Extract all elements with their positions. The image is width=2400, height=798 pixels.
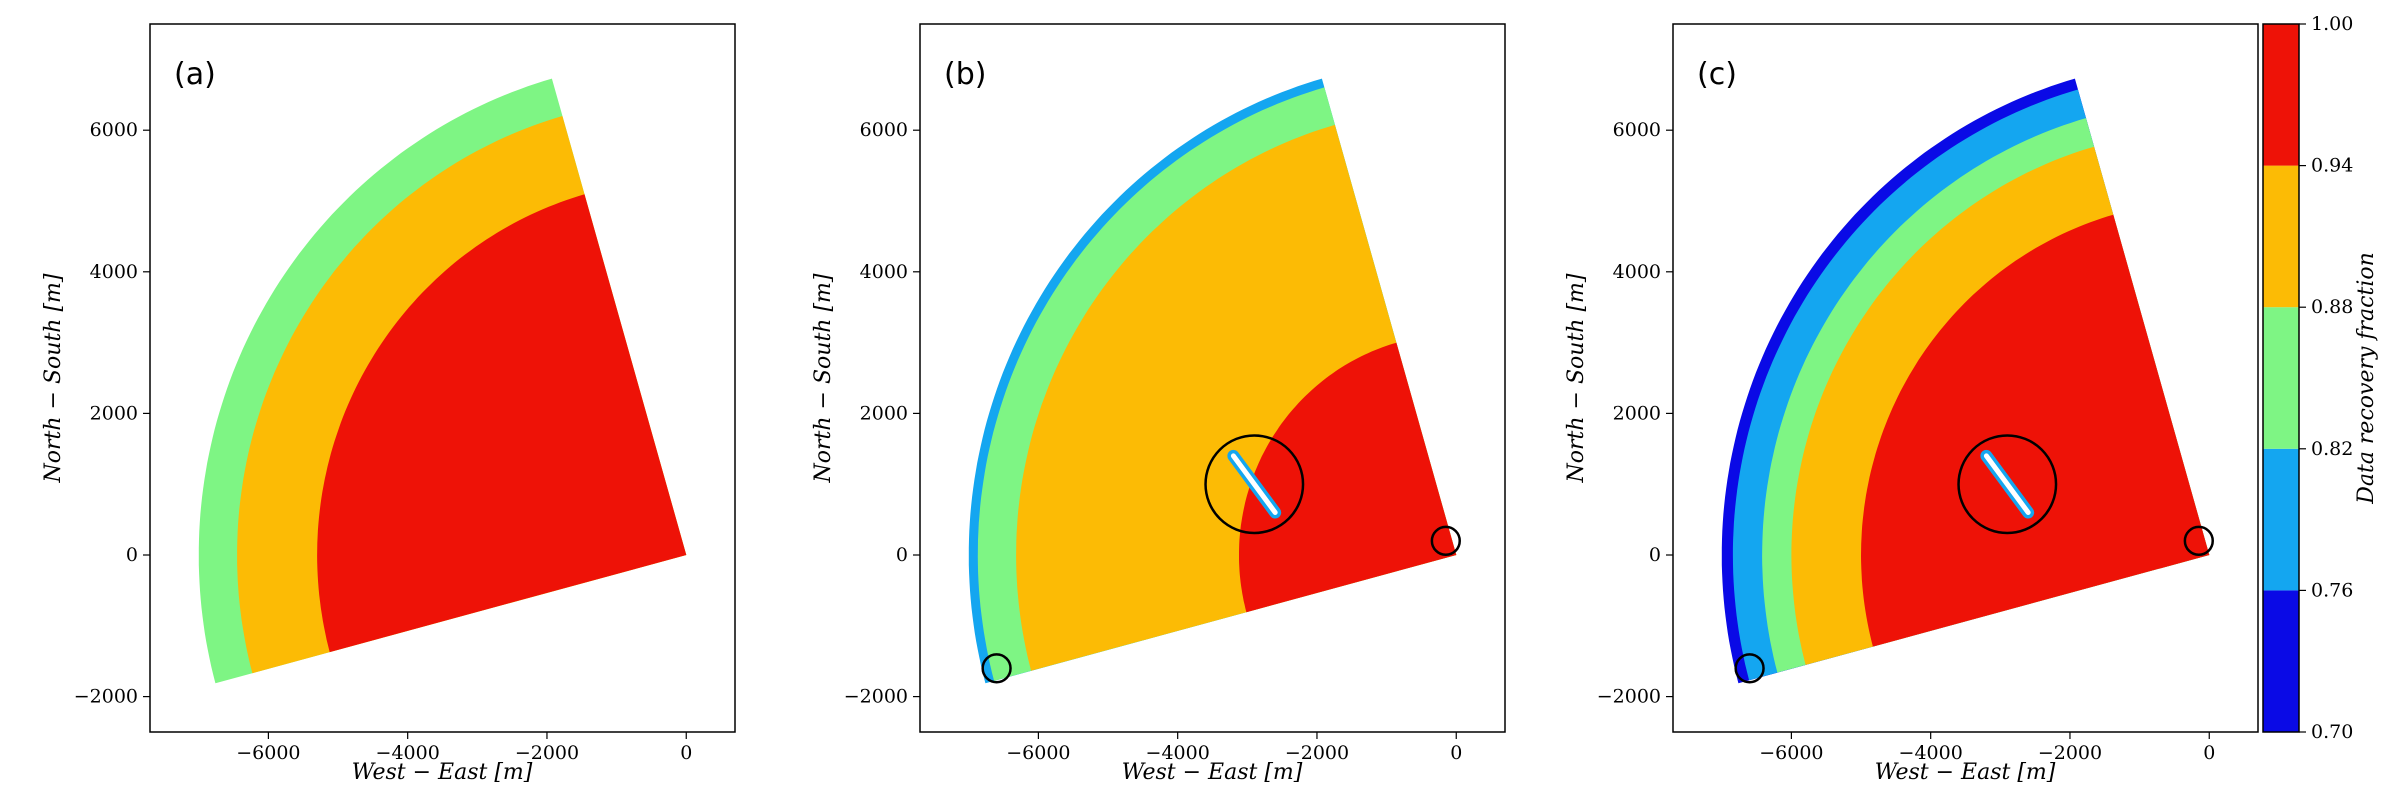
panel-c-y-axis-label: North − South [m] [1564,273,1589,483]
panel-b-marker-circle-1 [1430,525,1461,557]
panel-b-wake-streak-core [1230,453,1278,516]
colorbar-block-0.88-0.94 [2263,165,2299,308]
colorbar-label: Data recovery fraction [2354,252,2379,505]
panel-b-x-tick-label: 0 [1450,742,1462,764]
panel-b-y-tick-label: 2000 [860,402,908,424]
panel-b-marker-circle-2 [981,653,1012,684]
panel-b-y-ticks: −2000 0 2000 4000 6000 [844,119,920,708]
panel-a-frame [149,23,736,733]
panel-a-x-tick-label: −2000 [515,742,579,764]
panel-c-x-tick-label: −4000 [1899,742,1963,764]
colorbar-block-0.76-0.82 [2263,448,2299,591]
panel-a-y-tick-label: 6000 [90,119,138,141]
panel-b-plot-area [968,78,1461,684]
panel-c-band-0.94-1.00 [1861,214,2210,647]
panel-b-x-tick-label: −4000 [1146,742,1210,764]
panel-c-marker-circle-2 [1734,653,1765,684]
panel-b-label: (b) [944,57,986,92]
colorbar-tick-label: 1.00 [2311,13,2353,35]
panel-c-marker-circle-0 [1957,434,2058,535]
panel-b-x-tick-label: −6000 [1006,742,1070,764]
colorbar-block-0.82-0.88 [2263,307,2299,449]
panel-c-wake-streak-core [1983,453,2031,516]
panel-b-marker-circle-0 [1204,434,1305,535]
panel-b-y-tick-label: 0 [896,544,908,566]
panel-c-x-axis-label: West − East [m] [1875,760,2056,785]
panel-b-y-tick-label: 4000 [860,261,908,283]
colorbar-block-0.70-0.76 [2263,590,2299,732]
panel-c-marker-circle-1 [2183,525,2214,557]
panel-a-x-tick-label: 0 [680,742,692,764]
panel-b-y-axis-label: North − South [m] [811,273,836,483]
panel-c-plot-area [1721,78,2214,684]
panel-a-y-tick-label: 0 [126,544,138,566]
colorbar-tick-label: 0.70 [2311,721,2353,743]
panel-c-x-ticks: −6000 −4000 −2000 0 [1759,732,2215,764]
colorbar-ticks: 0.70 0.76 0.82 0.88 0.94 1.00 [2299,13,2353,743]
colorbar-blocks [2263,24,2299,732]
panel-a-y-tick-label: −2000 [74,686,138,708]
colorbar-tick-label: 0.88 [2311,296,2353,318]
panel-a-x-ticks: −6000 −4000 −2000 0 [236,732,692,764]
colorbar-frame [2262,23,2300,733]
panel-a-band-0.94-1.00 [317,194,687,653]
panel-b-x-ticks: −6000 −4000 −2000 0 [1006,732,1462,764]
panel-a-x-axis-label: West − East [m] [352,760,533,785]
panel-a-y-tick-label: 4000 [90,261,138,283]
colorbar: 0.70 0.76 0.82 0.88 0.94 1.00 Data recovery f… [2262,13,2379,743]
panel-a-label: (a) [174,57,216,92]
panel-a-y-axis-label: North − South [m] [41,273,66,483]
colorbar-tick-label: 0.82 [2311,438,2353,460]
panel-c-x-tick-label: 0 [2203,742,2215,764]
panel-c-y-tick-label: 4000 [1613,261,1661,283]
panel-b-y-tick-label: 6000 [860,119,908,141]
panel-a-plot-area [198,78,687,684]
panel-c-label: (c) [1697,57,1737,92]
panel-c-y-tick-label: −2000 [1597,686,1661,708]
panel-c-y-tick-label: 2000 [1613,402,1661,424]
panel-a-y-tick-label: 2000 [90,402,138,424]
colorbar-tick-label: 0.76 [2311,579,2353,601]
panel-c-y-tick-label: 0 [1649,544,1661,566]
panel-b-band-0.94-1.00 [1239,342,1457,613]
panel-a-x-tick-label: −6000 [236,742,300,764]
panel-b-frame [919,23,1506,733]
panel-c-x-tick-label: −6000 [1759,742,1823,764]
panel-b-x-axis-label: West − East [m] [1122,760,1303,785]
panel-c-y-ticks: −2000 0 2000 4000 6000 [1597,119,1673,708]
panel-a-x-tick-label: −4000 [376,742,440,764]
panel-c-frame [1672,23,2259,733]
panel-a-y-ticks: −2000 0 2000 4000 6000 [74,119,150,708]
panel-b-x-tick-label: −2000 [1285,742,1349,764]
panel-c-y-tick-label: 6000 [1613,119,1661,141]
colorbar-tick-label: 0.94 [2311,155,2353,177]
panel-c-x-tick-label: −2000 [2038,742,2102,764]
colorbar-block-0.94-1.00 [2263,24,2299,166]
panel-b-y-tick-label: −2000 [844,686,908,708]
